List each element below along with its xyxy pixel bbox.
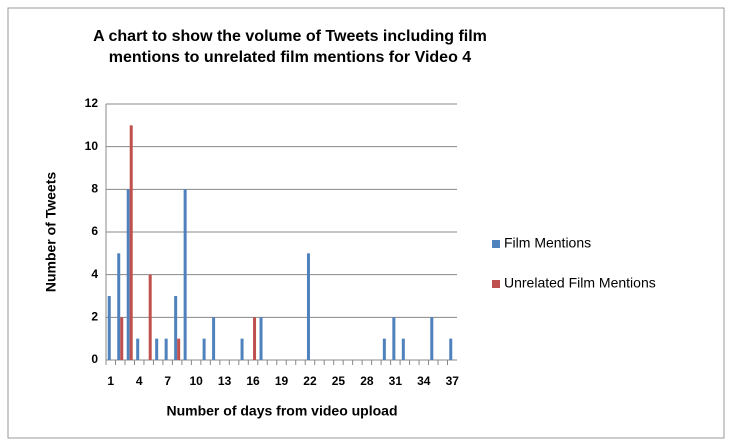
y-tick-label: 2 <box>91 310 98 324</box>
x-tick-label: 19 <box>275 374 289 388</box>
x-axis-title: Number of days from video upload <box>166 403 397 419</box>
bar <box>174 296 178 360</box>
chart-title: A chart to show the volume of Tweets inc… <box>93 28 487 66</box>
bar <box>253 317 257 360</box>
bar <box>401 338 405 360</box>
x-tick-label: 25 <box>332 374 346 388</box>
x-tick-label: 22 <box>303 374 317 388</box>
bar <box>306 253 310 360</box>
chart-border <box>7 7 725 439</box>
bar <box>136 338 140 360</box>
legend-label: Unrelated Film Mentions <box>504 275 656 291</box>
bar <box>259 317 263 360</box>
y-tick-label: 6 <box>91 224 98 238</box>
bar <box>202 338 206 360</box>
x-tick-label: 4 <box>136 374 143 388</box>
x-tick-label: 7 <box>164 374 171 388</box>
x-tick-label: 13 <box>218 374 232 388</box>
x-tick-label: 28 <box>360 374 374 388</box>
bar <box>155 338 159 360</box>
x-tick-label: 34 <box>417 374 431 388</box>
x-tick-label: 16 <box>246 374 260 388</box>
bar <box>430 317 434 360</box>
bar <box>382 338 386 360</box>
legend-label: Film Mentions <box>504 235 591 251</box>
y-tick-label: 10 <box>85 139 99 153</box>
x-tick-label: 37 <box>446 374 460 388</box>
x-tick-label: 1 <box>107 374 114 388</box>
x-tick-label: 31 <box>389 374 403 388</box>
legend-swatch <box>492 280 500 288</box>
bar <box>392 317 396 360</box>
bar <box>212 317 216 360</box>
bar <box>240 338 244 360</box>
x-tick-label: 10 <box>189 374 203 388</box>
y-tick-label: 0 <box>91 352 98 366</box>
y-tick-label: 12 <box>85 96 99 110</box>
legend-swatch <box>492 240 500 248</box>
bar <box>183 189 187 360</box>
bar <box>449 338 453 360</box>
bar <box>117 253 121 360</box>
bar <box>107 296 111 360</box>
bar <box>120 317 124 360</box>
bar <box>148 274 152 360</box>
y-tick-label: 8 <box>91 182 98 196</box>
bar <box>164 338 168 360</box>
y-axis-title: Number of Tweets <box>43 172 59 293</box>
bar <box>177 338 181 360</box>
y-tick-label: 4 <box>91 267 98 281</box>
bar <box>126 189 130 360</box>
bar <box>129 125 133 360</box>
